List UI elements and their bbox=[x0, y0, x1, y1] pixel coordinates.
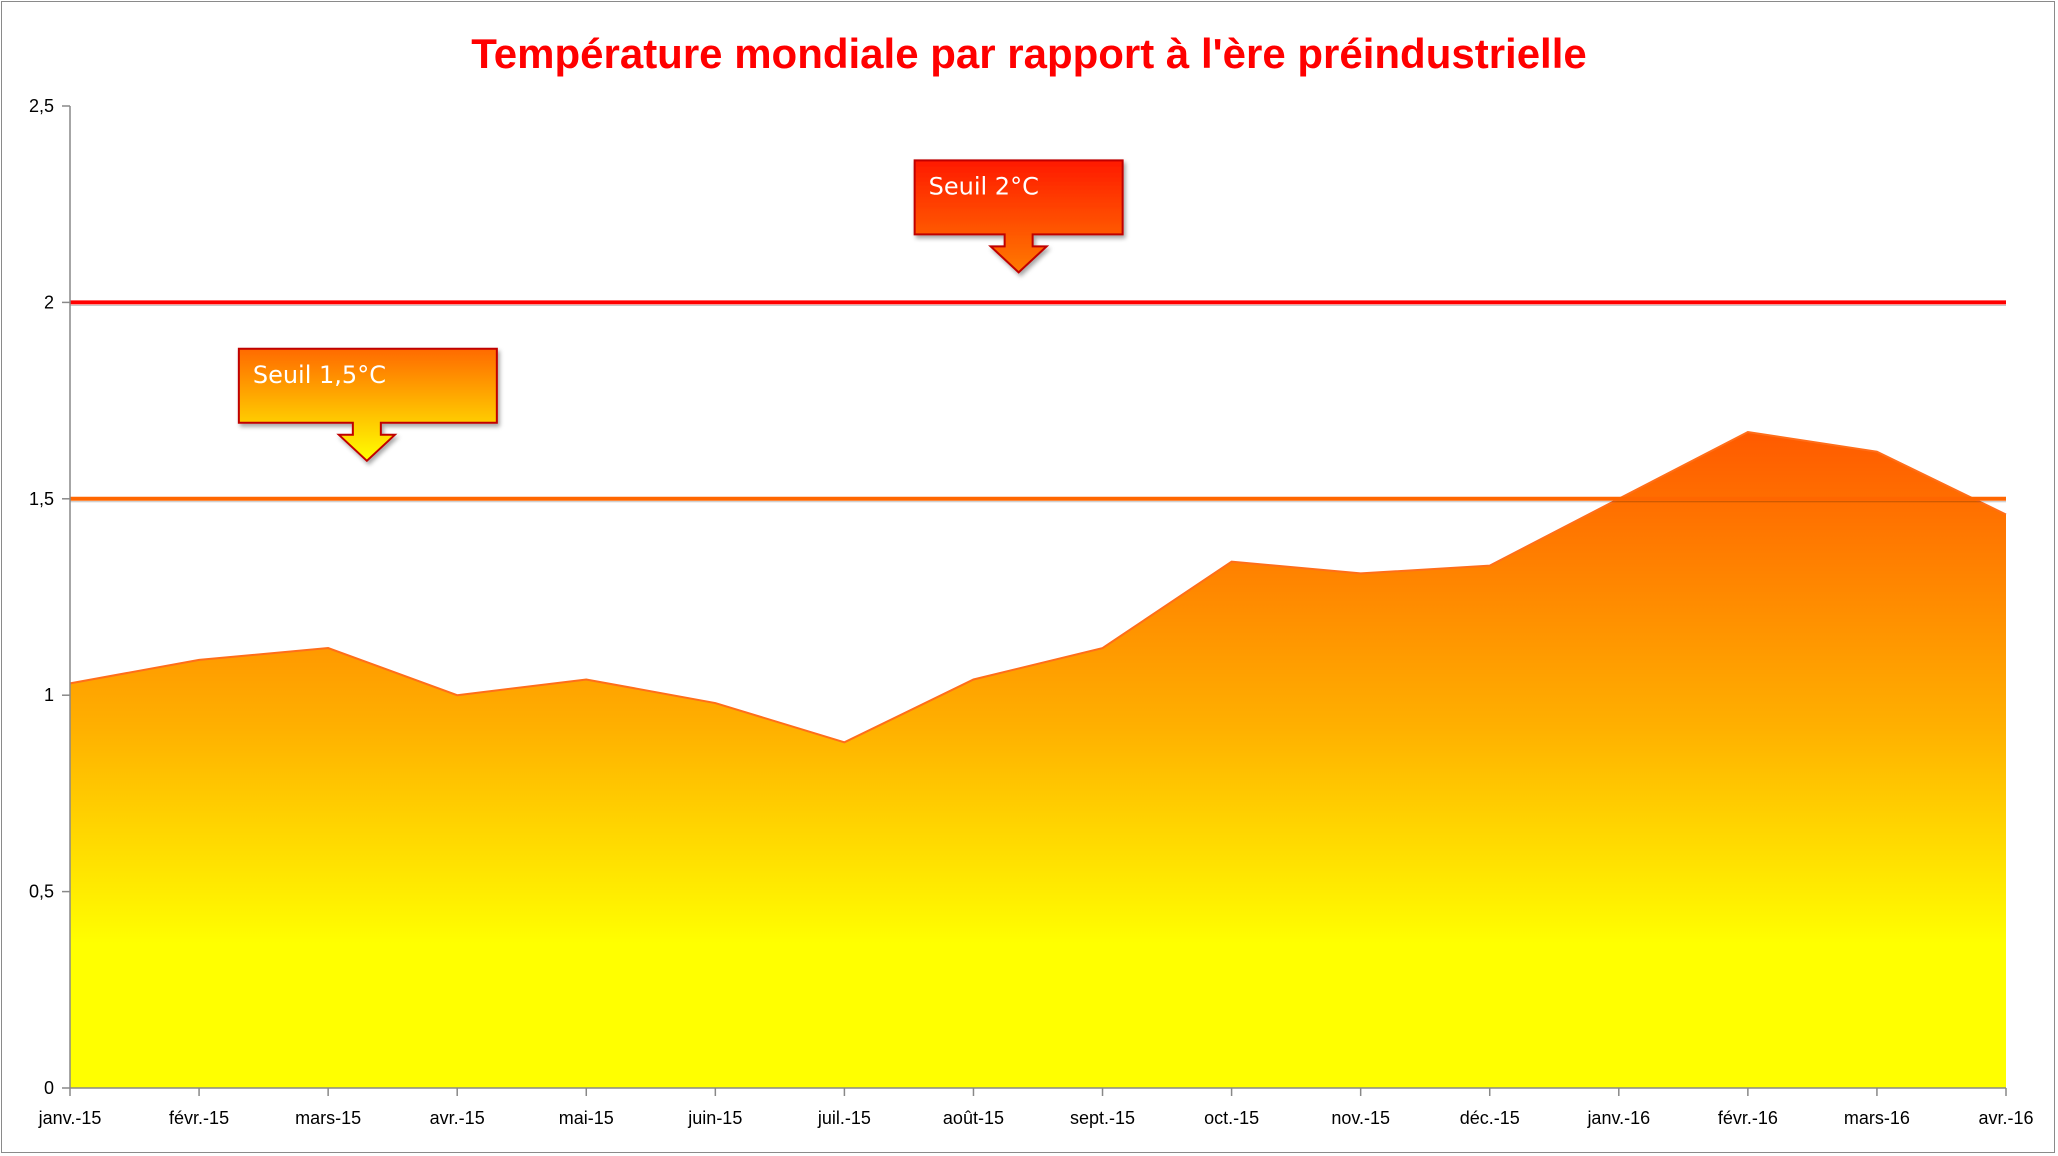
x-tick-label: déc.-15 bbox=[1460, 1108, 1520, 1128]
y-tick-label: 0 bbox=[44, 1078, 54, 1098]
chart-title: Température mondiale par rapport à l'ère… bbox=[471, 30, 1587, 77]
y-tick-label: 1,5 bbox=[29, 489, 54, 509]
x-tick-label: juil.-15 bbox=[817, 1108, 871, 1128]
y-tick-label: 1 bbox=[44, 685, 54, 705]
callout-label-0: Seuil 2°C bbox=[929, 172, 1039, 200]
x-tick-label: juin-15 bbox=[687, 1108, 742, 1128]
area-layer bbox=[69, 430, 2007, 1088]
x-tick-label: mars-16 bbox=[1844, 1108, 1910, 1128]
x-tick-label: oct.-15 bbox=[1204, 1108, 1259, 1128]
x-tick-label: mars-15 bbox=[295, 1108, 361, 1128]
x-tick-label: janv.-15 bbox=[38, 1108, 102, 1128]
y-tick-label: 0,5 bbox=[29, 882, 54, 902]
y-tick-label: 2 bbox=[44, 292, 54, 312]
x-tick-label: sept.-15 bbox=[1070, 1108, 1135, 1128]
y-tick-label: 2,5 bbox=[29, 96, 54, 116]
x-tick-label: août-15 bbox=[943, 1108, 1004, 1128]
temperature-line bbox=[69, 430, 2007, 744]
x-tick-label: nov.-15 bbox=[1331, 1108, 1390, 1128]
x-tick-label: avr.-15 bbox=[430, 1108, 485, 1128]
x-tick-label: févr.-15 bbox=[169, 1108, 229, 1128]
axis-layer: 0 0,5 1 1,5 2 2,5 janv.-15 févr.-15 mars-15 avr.-… bbox=[29, 96, 2034, 1128]
x-tick-label: mai-15 bbox=[559, 1108, 614, 1128]
x-tick-label: avr.-16 bbox=[1978, 1108, 2033, 1128]
callout-0 bbox=[913, 159, 1124, 274]
callout-layer: Seuil 2°C Seuil 1,5°C bbox=[237, 159, 1124, 463]
threshold-layer bbox=[70, 300, 2006, 503]
x-tick-label: janv.-16 bbox=[1586, 1108, 1650, 1128]
callout-label-1: Seuil 1,5°C bbox=[253, 361, 386, 389]
temperature-area bbox=[70, 432, 2006, 1088]
x-tick-label: févr.-16 bbox=[1718, 1108, 1778, 1128]
callout-1 bbox=[237, 347, 498, 463]
